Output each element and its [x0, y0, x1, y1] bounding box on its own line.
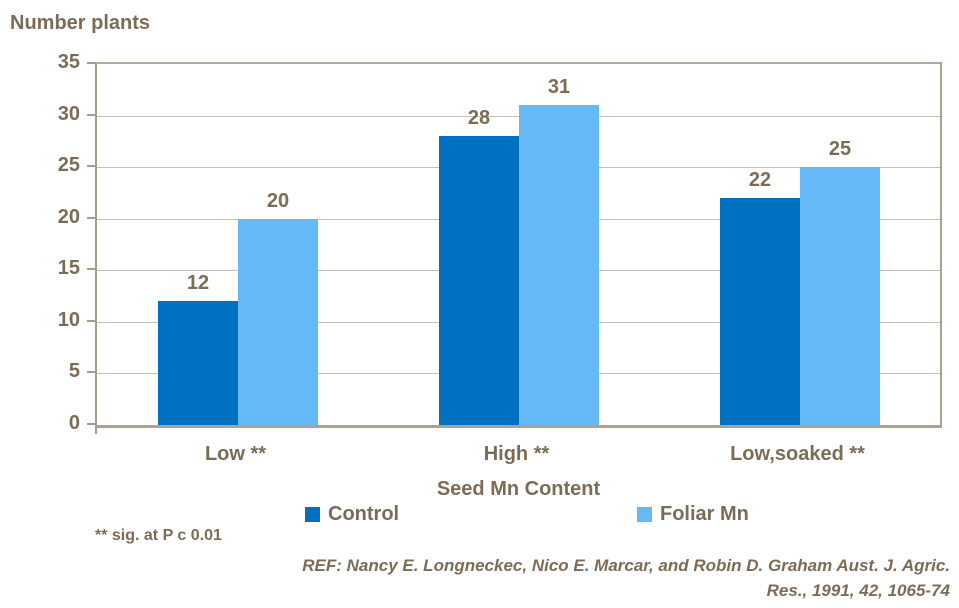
- y-axis-tick-label: 10: [57, 309, 80, 331]
- bar-control-2: [720, 198, 800, 425]
- x-axis-category-label: Low **: [204, 443, 267, 465]
- y-axis-tick-label: 0: [68, 412, 80, 434]
- y-axis-tick-mark: [87, 320, 95, 322]
- y-axis-tick-label: 30: [57, 103, 80, 125]
- y-axis-tick-label: 20: [57, 206, 80, 228]
- bar-value-label: 22: [748, 169, 772, 191]
- legend-item-control: Control: [305, 502, 399, 526]
- square-swatch-icon: [305, 506, 320, 522]
- reference-line-2: Res., 1991, 42, 1065-74: [766, 581, 950, 600]
- y-axis-tick-label: 5: [68, 360, 80, 382]
- plot-area: 12 28 22 20 31 25: [95, 62, 942, 428]
- bar-value-label: 20: [266, 190, 290, 212]
- bar-foliar-mn-2: [800, 167, 880, 425]
- bar-foliar-mn-0: [238, 219, 318, 425]
- y-axis-tick-label: 25: [57, 154, 80, 176]
- y-axis-tick-mark: [87, 268, 95, 270]
- reference-line-1: REF: Nancy E. Longneckec, Nico E. Marcar…: [302, 556, 950, 575]
- bar-value-label: 28: [467, 107, 491, 129]
- y-axis-tick-mark: [87, 114, 95, 116]
- y-axis-tick-mark: [87, 62, 95, 64]
- y-axis-tick-mark: [87, 217, 95, 219]
- bar-control-0: [158, 301, 238, 425]
- x-axis-title: Seed Mn Content: [436, 478, 601, 500]
- square-swatch-icon: [637, 506, 652, 522]
- gridline-y-30: [97, 116, 940, 117]
- x-axis-category-label: Low,soaked **: [730, 443, 865, 465]
- bar-foliar-mn-1: [519, 105, 599, 425]
- legend-item-foliar: Foliar Mn: [637, 502, 749, 526]
- bar-control-1: [439, 136, 519, 425]
- bar-value-label: 31: [547, 76, 571, 98]
- x-axis-category-label: High **: [483, 443, 550, 465]
- y-axis-tick-mark: [87, 423, 95, 425]
- bar-value-label: 25: [828, 138, 852, 160]
- chart-title: Number plants: [10, 12, 151, 34]
- y-axis-tick-label: 15: [57, 257, 80, 279]
- y-axis-tick-mark: [87, 165, 95, 167]
- legend-label-foliar: Foliar Mn: [660, 502, 749, 525]
- significance-footnote: ** sig. at P c 0.01: [95, 527, 222, 544]
- x-axis-left-tick: [95, 428, 97, 434]
- y-axis-tick-mark: [87, 371, 95, 373]
- y-axis-tick-label: 35: [57, 51, 80, 73]
- bar-value-label: 12: [186, 272, 210, 294]
- legend-label-control: Control: [328, 502, 400, 525]
- reference-citation: REF: Nancy E. Longneckec, Nico E. Marcar…: [302, 553, 950, 603]
